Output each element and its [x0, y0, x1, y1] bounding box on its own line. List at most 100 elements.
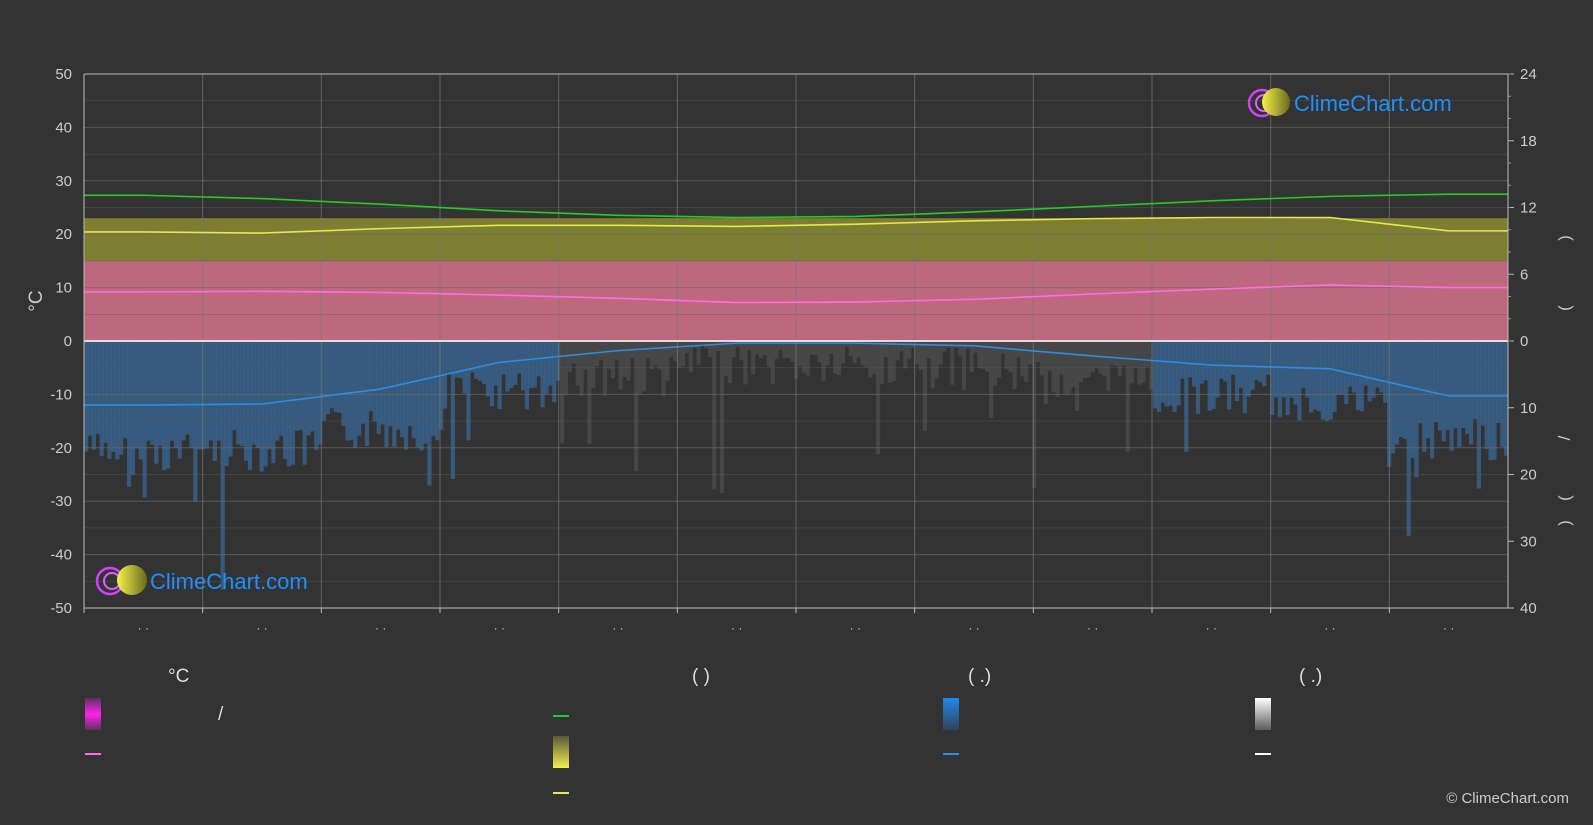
- precipitation-bar: [934, 341, 939, 379]
- precipitation-bar: [918, 341, 924, 370]
- precipitation-bar: [649, 341, 654, 370]
- precipitation-bar: [411, 341, 416, 439]
- precipitation-bar: [302, 341, 307, 465]
- precipitation-bar: [1086, 341, 1091, 378]
- precipitation-bar: [723, 341, 729, 377]
- precipitation-bar: [872, 341, 877, 374]
- precipitation-bar: [973, 341, 978, 353]
- precipitation-bar: [833, 341, 838, 374]
- precipitation-bar: [1051, 341, 1056, 392]
- precipitation-bar: [1246, 341, 1251, 397]
- precipitation-bar: [1301, 341, 1306, 388]
- precipitation-bar: [782, 341, 787, 359]
- precipitation-bar: [1071, 341, 1076, 388]
- precipitation-bar: [528, 341, 533, 389]
- precipitation-bar: [1227, 341, 1232, 410]
- precipitation-bar: [540, 341, 545, 408]
- precipitation-bar: [1496, 341, 1501, 424]
- precipitation-bar: [427, 341, 432, 486]
- precipitation-bar: [454, 341, 459, 378]
- precipitation-bar: [1305, 341, 1310, 398]
- legend-heading-snow: ( .): [1299, 666, 1323, 687]
- precipitation-bar: [716, 341, 721, 352]
- precipitation-bar: [107, 341, 112, 459]
- precipitation-bar: [899, 341, 904, 352]
- precipitation-bar: [1160, 341, 1165, 403]
- precipitation-bar: [922, 341, 927, 432]
- precipitation-bar: [1176, 341, 1181, 406]
- series-lines: [84, 193, 1508, 406]
- precipitation-bar: [809, 341, 814, 355]
- precipitation-bar: [598, 341, 604, 361]
- precipitation-bar: [1043, 341, 1048, 404]
- precipitation-bar: [360, 341, 366, 424]
- precipitation-bar: [158, 341, 163, 446]
- precipitation-bar: [392, 341, 397, 447]
- precipitation-bar: [1348, 341, 1353, 387]
- precipitation-bar: [950, 341, 955, 385]
- precipitation-bar: [657, 341, 662, 370]
- precipitation-bar: [185, 341, 190, 435]
- precipitation-bar: [548, 341, 553, 386]
- precipitation-bar: [1500, 341, 1505, 447]
- precipitation-bar: [1258, 341, 1263, 383]
- series-line-precipitation: [84, 342, 1508, 406]
- precipitation-bar: [817, 341, 822, 363]
- precipitation-bar: [509, 341, 514, 389]
- legend-heading-temperature: °C: [168, 666, 190, 687]
- precipitation-bar: [216, 341, 221, 441]
- right-axis-lower-tick-label: 40: [1520, 600, 1537, 617]
- x-axis-tick-label: · ·: [612, 621, 623, 635]
- x-axis-tick-label: · ·: [1206, 621, 1217, 635]
- precipitation-bar: [224, 341, 229, 466]
- precipitation-bar: [634, 341, 639, 472]
- precipitation-bar: [1098, 341, 1103, 374]
- left-axis-tick-label: 40: [55, 119, 72, 136]
- precipitation-bar: [836, 341, 842, 376]
- precipitation-bar: [1433, 341, 1439, 423]
- precipitation-bar: [505, 341, 510, 392]
- series-line-mean_temp: [84, 284, 1508, 304]
- precipitation-bar: [1156, 341, 1162, 412]
- precipitation-bar: [1113, 341, 1119, 366]
- x-axis-tick-label: · ·: [1443, 621, 1454, 635]
- precipitation-bar: [1195, 341, 1201, 414]
- precipitation-bar: [1492, 341, 1497, 460]
- precipitation-bar: [1383, 341, 1388, 403]
- precipitation-bar: [758, 341, 764, 358]
- precipitation-bar: [766, 341, 771, 367]
- precipitation-bar: [1270, 341, 1275, 416]
- precipitation-bar: [1055, 341, 1060, 397]
- precipitation-bar: [1414, 341, 1419, 478]
- precipitation-bar: [419, 341, 424, 451]
- precipitation-bar: [474, 341, 479, 379]
- precipitation-bar: [1242, 341, 1247, 414]
- precipitation-bar: [1039, 341, 1045, 376]
- precipitation-bar: [1184, 341, 1189, 452]
- precipitation-bar: [400, 341, 405, 438]
- precipitation-bar: [1172, 341, 1177, 412]
- precipitation-bar: [232, 341, 237, 431]
- precipitation-bar: [154, 341, 159, 464]
- precipitation-bar: [712, 341, 717, 490]
- right-axis-upper-tick-label: 12: [1520, 200, 1537, 217]
- x-axis-tick-label: · ·: [731, 621, 742, 635]
- precipitation-bar: [864, 341, 869, 368]
- precipitation-bar: [247, 341, 253, 471]
- precipitation-bar: [774, 341, 779, 360]
- precipitation-bar: [688, 341, 693, 373]
- precipitation-bar: [1219, 341, 1224, 379]
- x-axis-tick-label: · ·: [1324, 621, 1335, 635]
- precipitation-bar: [587, 341, 592, 444]
- precipitation-bar: [1262, 341, 1267, 387]
- precipitation-bar: [552, 341, 557, 403]
- precipitation-bar: [1223, 341, 1228, 382]
- precipitation-bar: [665, 341, 670, 381]
- precipitation-bar: [1199, 341, 1204, 384]
- precipitation-bar: [751, 341, 756, 375]
- precipitation-bar: [618, 341, 623, 390]
- precipitation-bar: [1332, 341, 1337, 413]
- precipitation-bar: [579, 341, 584, 396]
- right-axis-label-fragment: /: [1555, 435, 1574, 440]
- precipitation-bar: [825, 341, 830, 366]
